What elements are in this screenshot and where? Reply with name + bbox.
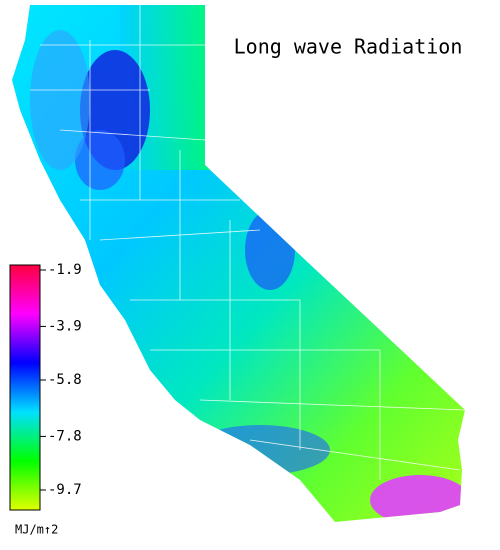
map-title: Long wave Radiation bbox=[234, 35, 463, 59]
colorbar: -1.9 -3.9 -5.8 -7.8 -9.7 bbox=[9, 262, 82, 511]
colorbar-unit: MJ/m↑2 bbox=[15, 523, 58, 537]
colorbar-tick-label: -3.9 bbox=[48, 318, 82, 334]
county-lines bbox=[30, 5, 466, 480]
colorbar-tick-label: -1.9 bbox=[48, 262, 82, 278]
colorbar-tick-label: -9.7 bbox=[48, 482, 82, 498]
colorbar-ramp bbox=[9, 264, 41, 511]
colorbar-tick-label: -7.8 bbox=[48, 428, 82, 444]
colorbar-tick-label: -5.8 bbox=[48, 372, 82, 388]
